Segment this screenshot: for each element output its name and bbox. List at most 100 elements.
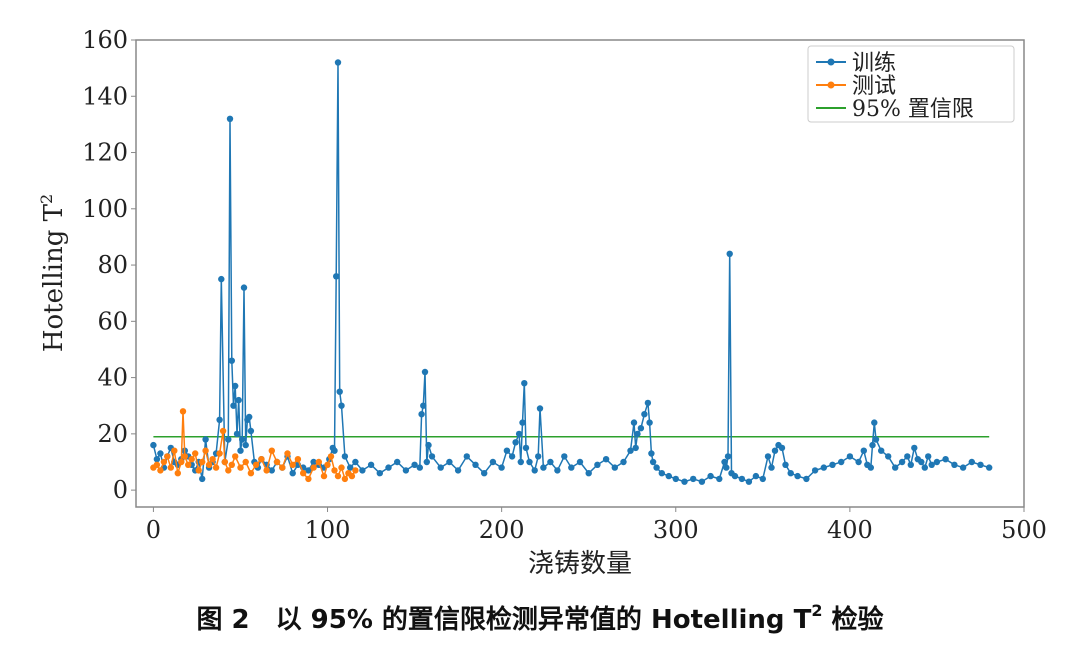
data-point bbox=[547, 458, 554, 466]
x-tick-label: 100 bbox=[305, 516, 351, 544]
data-point bbox=[519, 419, 526, 426]
data-point bbox=[731, 472, 739, 480]
data-point bbox=[585, 470, 592, 477]
data-point bbox=[331, 467, 338, 474]
data-point bbox=[942, 456, 949, 463]
data-point bbox=[641, 411, 648, 418]
data-point bbox=[167, 464, 174, 471]
data-point bbox=[240, 284, 248, 291]
data-point bbox=[416, 464, 423, 471]
legend: 训练 测试 95% 置信限 bbox=[807, 45, 1015, 123]
data-point bbox=[202, 447, 209, 454]
caption-suffix: 检验 bbox=[822, 604, 883, 635]
data-point bbox=[517, 458, 524, 466]
data-point bbox=[515, 430, 523, 438]
data-point bbox=[526, 458, 533, 466]
data-point bbox=[968, 458, 975, 466]
y-axis-title-sup: 2 bbox=[37, 194, 56, 204]
data-point bbox=[653, 464, 660, 471]
y-tick-label: 20 bbox=[97, 420, 128, 448]
data-point bbox=[331, 447, 338, 454]
data-point bbox=[239, 436, 246, 443]
y-tick-label: 120 bbox=[82, 139, 128, 167]
data-point bbox=[273, 458, 281, 466]
data-point bbox=[294, 456, 302, 463]
data-point bbox=[907, 461, 914, 468]
data-point bbox=[181, 453, 188, 460]
data-point bbox=[230, 402, 237, 409]
data-point bbox=[782, 461, 789, 468]
data-point bbox=[536, 405, 544, 412]
data-point bbox=[977, 461, 984, 468]
data-point bbox=[860, 447, 867, 454]
y-tick-label: 60 bbox=[97, 307, 128, 335]
data-point bbox=[681, 478, 688, 485]
data-point bbox=[289, 470, 296, 477]
data-point bbox=[192, 450, 199, 457]
data-point bbox=[576, 458, 584, 466]
data-point bbox=[247, 470, 255, 477]
data-point bbox=[402, 467, 410, 474]
plot-frame bbox=[135, 39, 1025, 508]
legend-marker-test bbox=[827, 81, 835, 89]
data-point bbox=[602, 456, 610, 463]
data-point bbox=[634, 430, 641, 438]
data-point bbox=[218, 275, 225, 283]
data-point bbox=[423, 458, 430, 466]
data-point bbox=[690, 475, 697, 483]
data-point bbox=[925, 453, 932, 460]
data-point bbox=[672, 475, 679, 483]
data-point bbox=[658, 470, 665, 477]
data-point bbox=[855, 458, 862, 466]
data-point bbox=[258, 456, 265, 463]
data-point bbox=[232, 382, 239, 390]
data-point bbox=[986, 464, 993, 471]
data-point bbox=[911, 444, 918, 452]
y-tick-label: 160 bbox=[82, 26, 128, 54]
data-point bbox=[315, 458, 322, 466]
y-tick-label: 0 bbox=[113, 476, 128, 504]
series-line bbox=[152, 411, 357, 481]
series-line bbox=[152, 62, 990, 483]
data-point bbox=[918, 458, 925, 466]
y-axis-title-main: Hotelling T bbox=[39, 203, 69, 352]
data-point bbox=[778, 444, 786, 452]
data-point bbox=[341, 453, 349, 460]
data-point bbox=[811, 467, 819, 474]
data-point bbox=[540, 464, 547, 471]
data-point bbox=[503, 447, 511, 454]
data-point bbox=[885, 453, 892, 460]
data-point bbox=[716, 475, 723, 483]
data-point bbox=[310, 464, 317, 471]
y-axis-title-group: Hotelling T2 bbox=[37, 194, 69, 352]
data-point bbox=[535, 453, 542, 460]
data-point bbox=[630, 419, 638, 426]
y-tick-label: 140 bbox=[82, 82, 128, 110]
data-point bbox=[195, 467, 202, 474]
data-point bbox=[425, 441, 432, 449]
data-point bbox=[933, 458, 941, 466]
data-point bbox=[771, 447, 779, 454]
data-point bbox=[420, 402, 427, 409]
data-point bbox=[768, 464, 775, 471]
figure-caption: 图 2 以 95% 的置信限检测异常值的 Hotelling T2 检验 bbox=[196, 601, 883, 635]
data-point bbox=[188, 456, 195, 463]
data-point bbox=[594, 461, 601, 468]
data-point bbox=[649, 458, 657, 466]
data-point bbox=[219, 427, 227, 435]
data-point bbox=[153, 461, 161, 468]
x-tick-label: 300 bbox=[653, 516, 699, 544]
data-point bbox=[338, 464, 345, 471]
data-point bbox=[289, 461, 296, 468]
data-point bbox=[522, 444, 530, 452]
data-point bbox=[632, 444, 639, 452]
data-point bbox=[803, 475, 810, 483]
data-point bbox=[418, 411, 425, 418]
data-point bbox=[212, 464, 220, 471]
data-point bbox=[759, 475, 766, 483]
data-point bbox=[878, 447, 885, 454]
legend-label-limit: 95% 置信限 bbox=[852, 97, 974, 122]
data-point bbox=[698, 478, 706, 485]
data-point bbox=[205, 461, 213, 468]
